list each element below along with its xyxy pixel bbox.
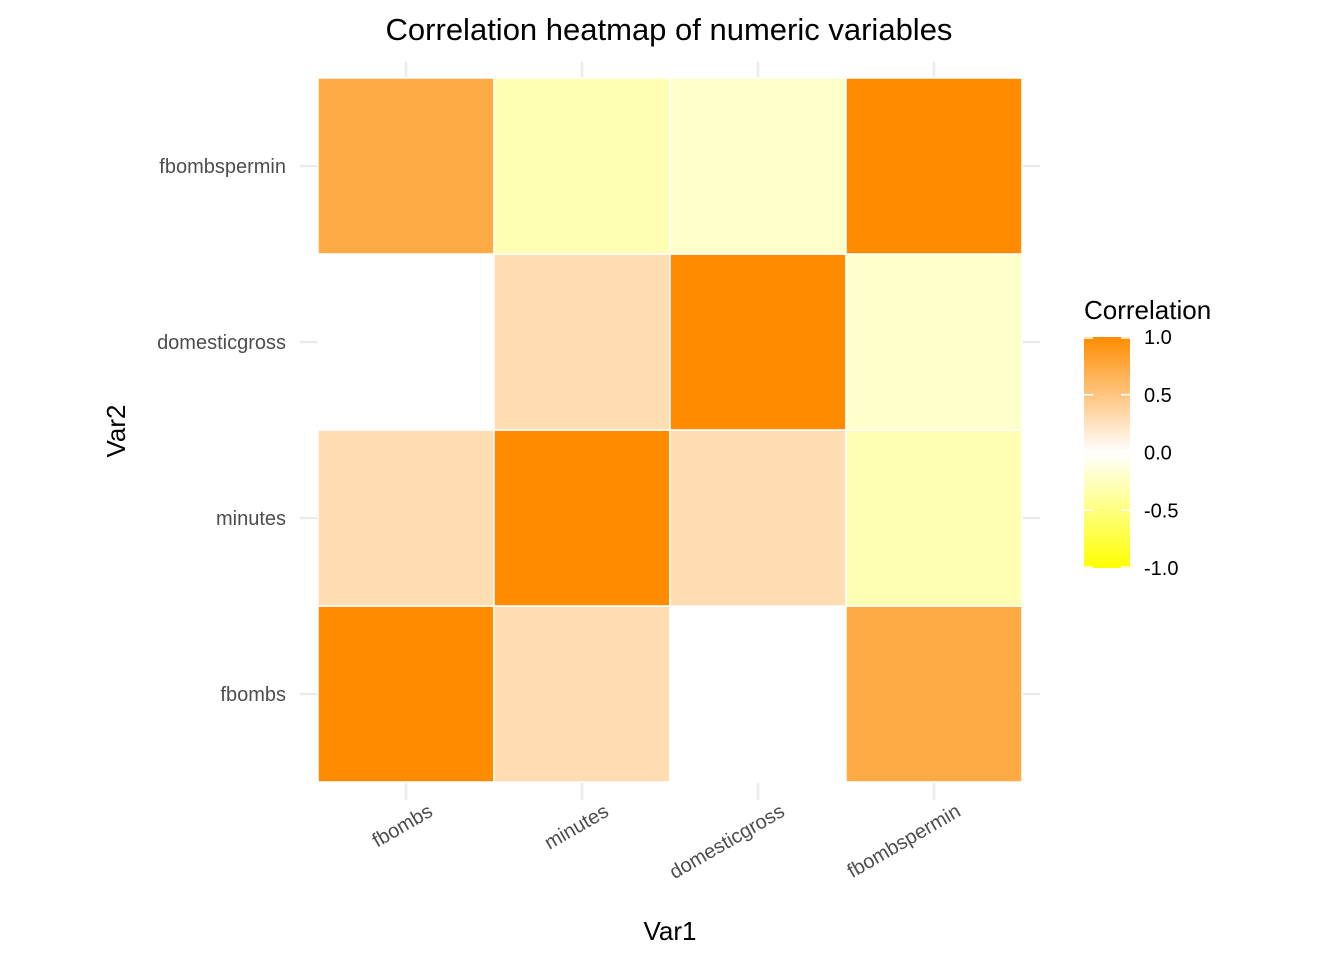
heatmap-cell-minutes-fbombspermin [493,77,671,255]
x-tick-label: domesticgross [666,800,789,884]
x-tick-label: fbombspermin [844,800,965,882]
chart-title: Correlation heatmap of numeric variables [386,12,953,47]
heatmap-cell-domesticgross-domesticgross [669,253,847,431]
legend-tick-label: 0.0 [1144,443,1172,465]
y-axis-title: Var2 [101,405,131,458]
y-tick-label: fbombs [220,684,286,706]
legend-title: Correlation [1084,295,1211,325]
y-tick-label: fbombspermin [159,156,286,178]
heatmap-cell-fbombs-minutes [317,429,495,607]
heatmap-cell-fbombspermin-minutes [845,429,1023,607]
legend-tick-label: -1.0 [1144,558,1178,580]
y-tick-label: minutes [216,508,286,530]
heatmap-cell-minutes-minutes [493,429,671,607]
x-tick-labels: fbombs minutes domesticgross fbombspermin [369,800,965,884]
legend-tick-label: 1.0 [1144,327,1172,349]
legend-tick-label: -0.5 [1144,500,1178,522]
legend-tick-label: 0.5 [1144,385,1172,407]
heatmap-cell-fbombspermin-fbombspermin [845,77,1023,255]
heatmap-cell-minutes-fbombs [493,605,671,783]
heatmap-cell-domesticgross-fbombspermin [669,77,847,255]
heatmap-cell-fbombs-domesticgross [317,253,495,431]
heatmap-cell-fbombs-fbombspermin [317,77,495,255]
heatmap-cell-domesticgross-fbombs [669,605,847,783]
x-tick-label: minutes [541,800,613,854]
heatmap-cell-fbombspermin-fbombs [845,605,1023,783]
heatmap-cell-fbombspermin-domesticgross [845,253,1023,431]
y-tick-labels: fbombs minutes domesticgross fbombspermin [157,156,286,706]
x-tick-label: fbombs [369,800,437,852]
legend-ticks: 1.0 0.5 0.0 -0.5 -1.0 [1084,327,1178,580]
heatmap-cells [317,77,1023,783]
legend: Correlation 1.0 0.5 0.0 -0.5 -1.0 [1084,295,1211,580]
y-tick-label: domesticgross [157,332,286,354]
heatmap-cell-minutes-domesticgross [493,253,671,431]
x-axis-title: Var1 [644,916,697,946]
heatmap-cell-domesticgross-minutes [669,429,847,607]
heatmap-cell-fbombs-fbombs [317,605,495,783]
